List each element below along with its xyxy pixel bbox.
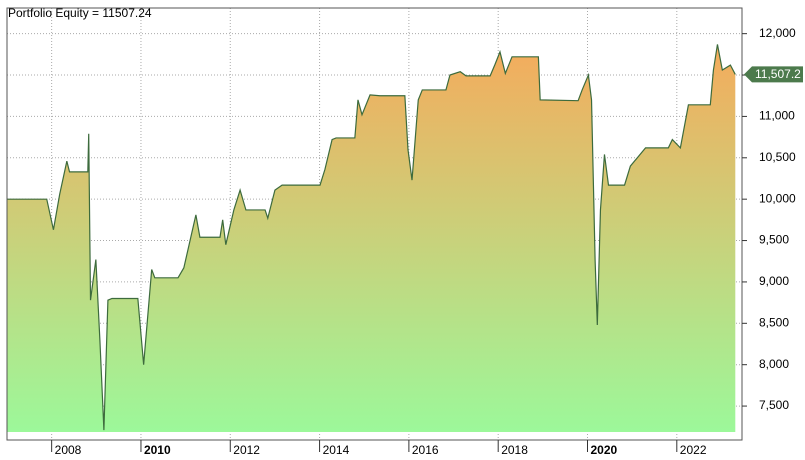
x-tick-label: 2020 — [590, 443, 617, 457]
x-tick-label: 2022 — [680, 443, 707, 457]
last-value-label: 11,507.2 — [755, 67, 801, 81]
plot-border — [6, 7, 743, 441]
plot-area — [7, 8, 742, 440]
chart-title: Portfolio Equity = 11507.24 — [8, 6, 152, 20]
y-tick-label: 12,000 — [759, 26, 796, 40]
x-tick-label: 2018 — [501, 443, 528, 457]
y-tick-label: 7,500 — [759, 398, 789, 412]
y-tick-label: 8,000 — [759, 357, 789, 371]
x-tick-label: 2016 — [412, 443, 439, 457]
y-tick-label: 11,000 — [759, 109, 795, 123]
x-tick-label: 2014 — [323, 443, 350, 457]
equity-line — [7, 44, 736, 431]
last-value-marker — [744, 66, 803, 83]
x-tick-label: 2008 — [55, 443, 82, 457]
y-tick-label: 9,500 — [759, 233, 789, 247]
y-tick-label: 10,500 — [759, 150, 796, 164]
y-tick-label: 10,000 — [759, 191, 796, 205]
x-tick-label: 2012 — [233, 443, 260, 457]
x-tick-label: 2010 — [144, 443, 171, 457]
y-tick-label: 9,000 — [759, 274, 789, 288]
y-tick-label: 8,500 — [759, 315, 789, 329]
area-fill — [7, 44, 736, 432]
